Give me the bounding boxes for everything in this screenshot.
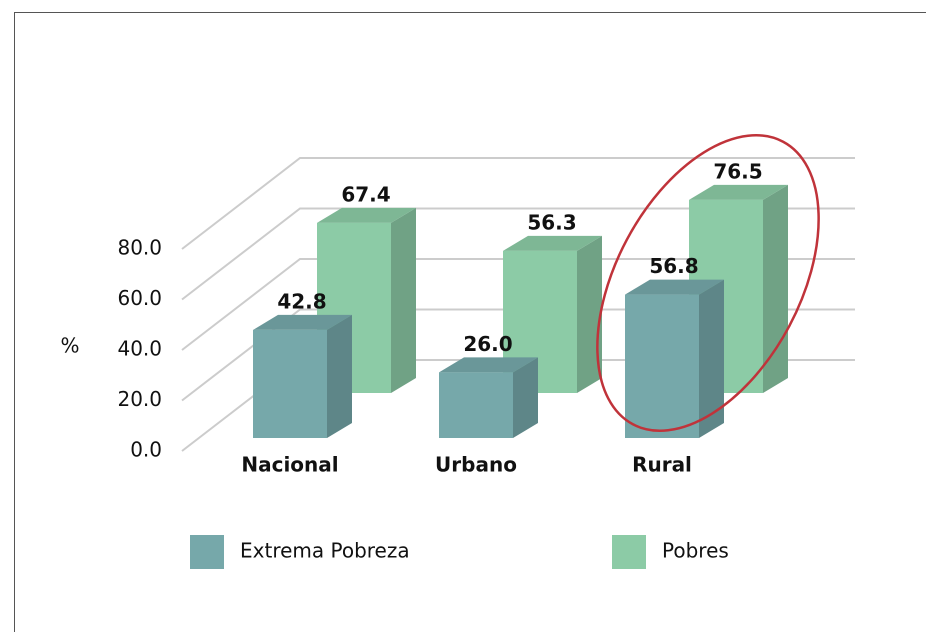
legend-label: Extrema Pobreza — [240, 539, 410, 563]
highlight-ellipse — [596, 134, 820, 432]
grid-line — [181, 157, 855, 250]
y-axis-label: % — [60, 334, 79, 358]
grid-line — [181, 207, 855, 301]
bar — [253, 314, 352, 438]
bar — [625, 279, 724, 438]
bar-front — [439, 372, 513, 438]
bar-top — [625, 279, 724, 295]
y-tick-label: 20.0 — [117, 387, 162, 411]
value-label: 42.8 — [277, 289, 326, 313]
bar-side — [699, 279, 724, 438]
bar-top — [503, 235, 602, 251]
legend-label: Pobres — [662, 539, 729, 563]
value-label: 76.5 — [713, 159, 762, 183]
x-tick-label: Urbano — [435, 453, 517, 477]
x-tick-label: Nacional — [241, 453, 338, 477]
x-tick-label: Rural — [632, 453, 692, 477]
bar — [317, 207, 416, 393]
bar-top — [317, 207, 416, 223]
bar — [439, 357, 538, 438]
bar-front — [625, 294, 699, 438]
bar-front — [253, 329, 327, 438]
y-tick-label: 80.0 — [117, 236, 162, 260]
bar-side — [577, 235, 602, 393]
value-label: 26.0 — [463, 332, 512, 356]
value-label: 56.3 — [527, 210, 576, 234]
grid-line — [181, 258, 855, 351]
frame — [14, 12, 926, 632]
y-tick-label: 0.0 — [130, 438, 162, 462]
bar-top — [253, 314, 352, 330]
legend-swatch — [190, 535, 224, 569]
bar-side — [327, 314, 352, 438]
bar-top — [439, 357, 538, 373]
value-label: 56.8 — [649, 254, 698, 278]
bar-top — [689, 184, 788, 200]
legend-swatch — [612, 535, 646, 569]
bars: 67.4 56.3 76.5 42.8 26.0 56.8 — [253, 159, 788, 438]
value-label: 67.4 — [341, 182, 390, 206]
bar-side — [513, 357, 538, 438]
y-tick-label: 40.0 — [117, 337, 162, 361]
y-tick-label: 60.0 — [117, 286, 162, 310]
bar-side — [391, 207, 416, 393]
